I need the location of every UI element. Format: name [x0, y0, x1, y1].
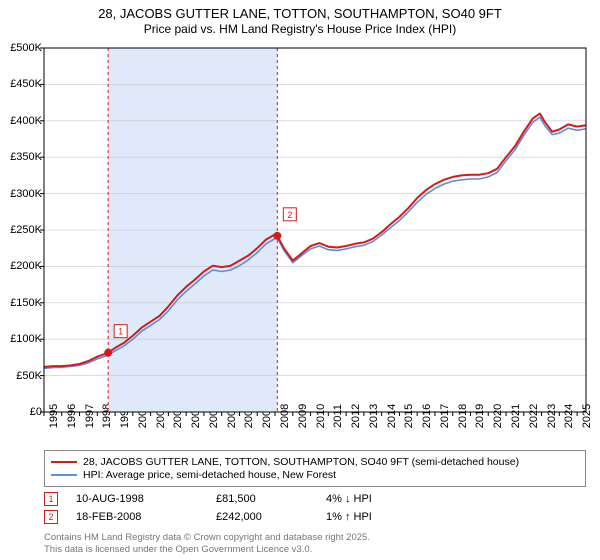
legend-row: HPI: Average price, semi-detached house,… [51, 469, 579, 481]
sale-date: 18-FEB-2008 [76, 511, 216, 523]
sale-price: £242,000 [216, 511, 326, 523]
y-tick-label: £350K [10, 151, 42, 163]
legend: 28, JACOBS GUTTER LANE, TOTTON, SOUTHAMP… [44, 450, 586, 487]
sale-date: 10-AUG-1998 [76, 493, 216, 505]
svg-text:2: 2 [287, 210, 292, 220]
sale-row: 1 10-AUG-1998£81,5004% ↓ HPI [44, 492, 586, 506]
chart-container: 28, JACOBS GUTTER LANE, TOTTON, SOUTHAMP… [0, 0, 600, 560]
svg-text:1: 1 [118, 327, 123, 337]
title-block: 28, JACOBS GUTTER LANE, TOTTON, SOUTHAMP… [0, 0, 600, 36]
sale-marker: 1 [44, 492, 58, 506]
sale-marker: 2 [44, 510, 58, 524]
legend-swatch [51, 461, 77, 463]
sale-hpi-relation: 4% ↓ HPI [326, 493, 586, 505]
y-tick-label: £250K [10, 224, 42, 236]
y-tick-label: £500K [10, 42, 42, 54]
copyright-line2: This data is licensed under the Open Gov… [44, 544, 370, 556]
sale-hpi-relation: 1% ↑ HPI [326, 511, 586, 523]
y-tick-label: £450K [10, 78, 42, 90]
chart-plot-area: 12 [44, 48, 586, 412]
y-tick-label: £400K [10, 115, 42, 127]
copyright: Contains HM Land Registry data © Crown c… [44, 532, 370, 556]
sale-row: 2 18-FEB-2008£242,0001% ↑ HPI [44, 510, 586, 524]
y-tick-label: £100K [10, 333, 42, 345]
legend-label: HPI: Average price, semi-detached house,… [83, 469, 336, 481]
y-tick-label: £150K [10, 297, 42, 309]
legend-swatch [51, 474, 77, 476]
y-tick-label: £200K [10, 260, 42, 272]
sale-price: £81,500 [216, 493, 326, 505]
legend-label: 28, JACOBS GUTTER LANE, TOTTON, SOUTHAMP… [83, 456, 519, 468]
legend-row: 28, JACOBS GUTTER LANE, TOTTON, SOUTHAMP… [51, 456, 579, 468]
chart-subtitle: Price paid vs. HM Land Registry's House … [0, 22, 600, 36]
y-tick-label: £50K [16, 370, 42, 382]
copyright-line1: Contains HM Land Registry data © Crown c… [44, 532, 370, 544]
y-tick-label: £300K [10, 188, 42, 200]
chart-svg: 12 [44, 48, 586, 412]
chart-title: 28, JACOBS GUTTER LANE, TOTTON, SOUTHAMP… [0, 6, 600, 21]
